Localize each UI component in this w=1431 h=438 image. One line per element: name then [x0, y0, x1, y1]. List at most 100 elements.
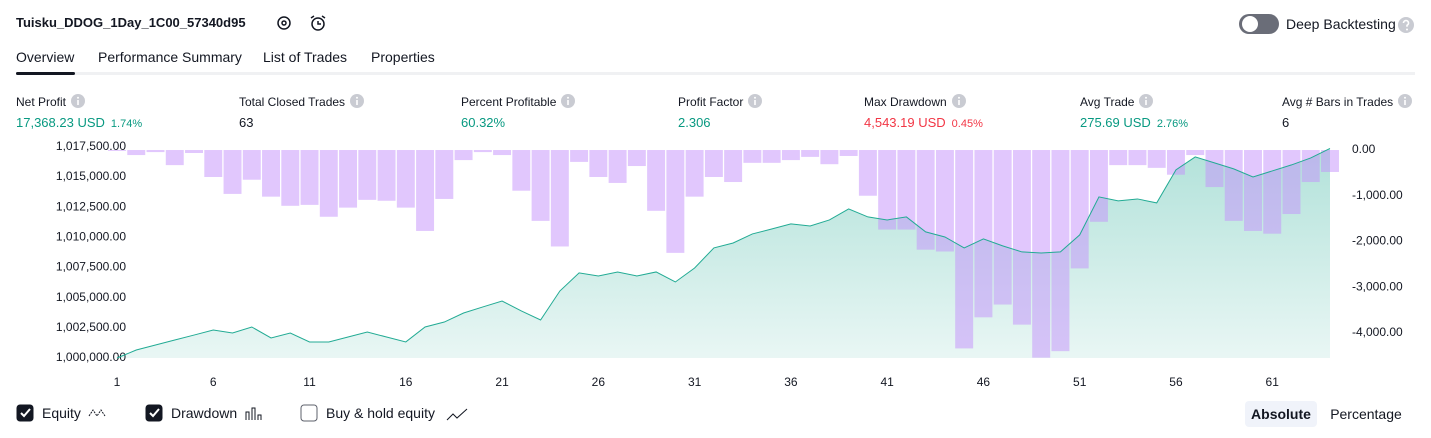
x-tick-label: 31	[688, 375, 702, 389]
drawdown-bar	[416, 150, 435, 231]
drawdown-bar	[589, 150, 608, 177]
metric-value: 275.69 USD 2.76%	[1080, 114, 1188, 132]
checkmark	[20, 408, 31, 418]
drawdown-bar	[1224, 150, 1243, 221]
drawdown-bar	[242, 150, 261, 180]
y-tick-label: 1,010,000.00	[56, 229, 126, 243]
active-tab-indicator	[16, 72, 75, 75]
info-icon[interactable]	[71, 94, 86, 108]
equity-line	[116, 147, 1331, 359]
drawdown-bar	[454, 150, 473, 161]
y-tick-label: 1,015,000.00	[56, 169, 126, 183]
checkbox[interactable]	[16, 404, 34, 422]
drawdown-bar	[801, 150, 820, 157]
y-tick-label: 1,000,000.00	[56, 350, 126, 364]
info-glyph	[1404, 96, 1407, 99]
strategy-title: Tuisku_DDOG_1Day_1C00_57340d95	[16, 15, 246, 30]
legend-label: Drawdown	[171, 405, 238, 421]
info-icon[interactable]	[1398, 94, 1413, 108]
drawdown-bar	[974, 150, 993, 318]
metric-value: 60.32%	[461, 114, 575, 132]
legend-label: Equity	[42, 405, 81, 421]
legend-label: Buy & hold equity	[326, 405, 435, 421]
drawdown-bar	[762, 150, 781, 163]
drawdown-bar	[281, 150, 300, 206]
drawdown-bar	[165, 150, 184, 166]
drawdown-bar	[627, 150, 646, 167]
drawdown-bar	[916, 150, 935, 250]
info-glyph	[77, 100, 79, 105]
drawdown-bar	[666, 150, 685, 253]
drawdown-bar	[1263, 150, 1282, 234]
drawdown-bar	[935, 150, 954, 252]
settings-icon[interactable]	[277, 16, 291, 30]
drawdown-bar	[1051, 150, 1070, 352]
metric: Max Drawdown 4,543.19 USD 0.45%	[864, 93, 983, 132]
metric-value: 2.306	[678, 114, 762, 132]
drawdown-bar	[1147, 150, 1166, 168]
info-glyph	[356, 96, 359, 99]
metric-label-text: Profit Factor	[678, 95, 744, 109]
metric: Total Closed Trades 63	[239, 93, 365, 132]
x-tick-label: 61	[1266, 375, 1280, 389]
info-icon[interactable]	[748, 94, 763, 108]
drawdown-bar	[570, 150, 589, 162]
tab[interactable]: Overview	[16, 49, 75, 65]
alert-icon[interactable]	[311, 17, 325, 31]
metric-label: Net Profit	[16, 93, 142, 111]
drawdown-bar	[377, 150, 396, 201]
drawdown-bar	[1012, 150, 1031, 325]
metric-label-text: Avg Trade	[1080, 95, 1135, 109]
drawdown-bar	[1301, 150, 1320, 183]
checkbox[interactable]	[145, 404, 163, 422]
x-tick-label: 26	[592, 375, 606, 389]
x-tick-label: 6	[210, 375, 217, 389]
drawdown-bar	[820, 150, 839, 165]
x-tick-label: 51	[1073, 375, 1087, 389]
drawdown-bar	[435, 150, 454, 199]
toggle-label: Deep Backtesting	[1286, 16, 1396, 32]
x-tick-label: 56	[1169, 375, 1183, 389]
drawdown-bar	[185, 150, 203, 153]
metric-label: Avg # Bars in Trades	[1282, 93, 1413, 111]
info-glyph	[1404, 100, 1406, 105]
drawdown-bar	[839, 150, 858, 156]
checkbox[interactable]	[300, 404, 318, 422]
tab[interactable]: List of Trades	[263, 49, 348, 65]
deep-backtesting-toggle[interactable]	[1238, 13, 1282, 35]
drawdown-bar	[1128, 150, 1147, 166]
metric: Net Profit 17,368.23 USD 1.74%	[16, 93, 142, 132]
x-tick-label: 46	[977, 375, 991, 389]
metric-value: 17,368.23 USD 1.74%	[16, 114, 142, 132]
metric-label: Total Closed Trades	[239, 93, 365, 111]
drawdown-bar	[1089, 150, 1108, 222]
drawdown-bar	[1205, 150, 1224, 188]
y2-tick-label: 0.00	[1352, 142, 1376, 156]
x-tick-label: 11	[303, 375, 316, 389]
controls-icons	[16, 404, 468, 422]
metric-percent: 0.45%	[951, 118, 983, 130]
info-glyph	[754, 96, 757, 99]
view-button[interactable]: Percentage	[1330, 406, 1402, 422]
drawdown-bar	[897, 150, 916, 230]
drawdown-bar	[743, 150, 762, 163]
drawdown-bar	[878, 150, 897, 230]
info-glyph	[567, 96, 570, 99]
view-button[interactable]: Absolute	[1245, 401, 1317, 427]
drawdown-bar	[396, 150, 415, 208]
metric-value-text: 17,368.23 USD	[16, 115, 105, 130]
info-icon[interactable]	[561, 94, 576, 108]
help-icon[interactable]	[1397, 16, 1415, 34]
x-tick-label: 16	[399, 375, 413, 389]
drawdown-bar	[531, 150, 550, 221]
drawdown-bar	[1109, 150, 1128, 166]
tab[interactable]: Properties	[371, 49, 435, 65]
metric-value: 4,543.19 USD 0.45%	[864, 114, 983, 132]
info-icon[interactable]	[350, 94, 365, 108]
y2-tick-label: -1,000.00	[1352, 188, 1403, 202]
tab[interactable]: Performance Summary	[98, 49, 242, 65]
info-icon[interactable]	[1139, 94, 1154, 108]
info-icon[interactable]	[951, 94, 966, 108]
drawdown-bar	[493, 150, 512, 156]
y2-tick-label: -4,000.00	[1352, 325, 1403, 339]
